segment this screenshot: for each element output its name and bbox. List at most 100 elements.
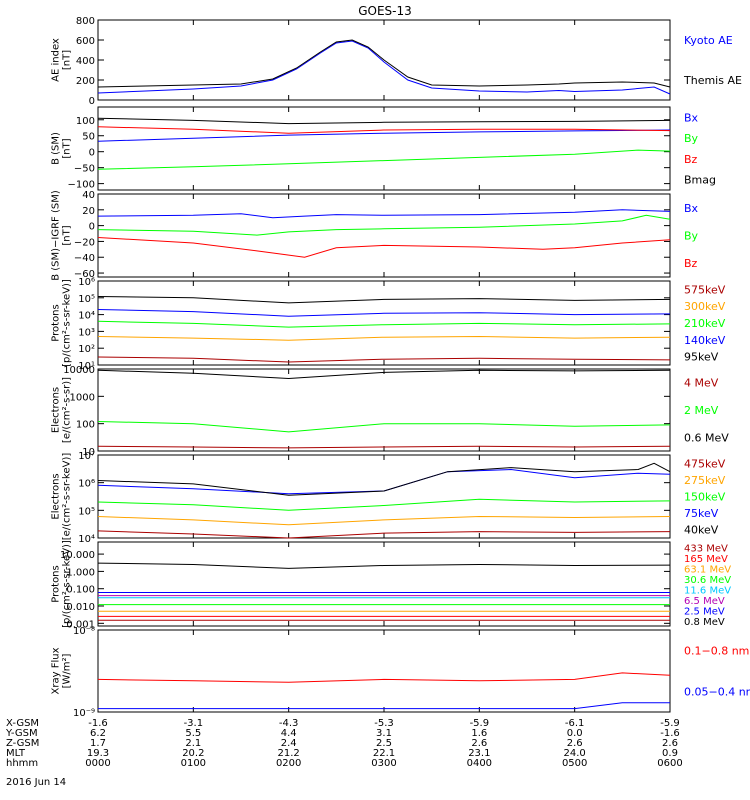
legend-label: 30.6 MeV: [684, 575, 731, 586]
x-axis-value: -5.9: [660, 718, 680, 729]
y-axis-label: Electrons [e/(cm²-s-sr)]: [51, 377, 73, 443]
x-axis-value: 0400: [467, 758, 492, 769]
legend-label: 210keV: [684, 317, 726, 330]
x-axis-value: 0100: [181, 758, 206, 769]
x-axis-row-name: MLT: [6, 748, 26, 759]
legend-label: 0.05−0.4 nm: [684, 686, 750, 699]
x-axis-value: 0200: [276, 758, 301, 769]
x-axis-value: -1.6: [88, 718, 108, 729]
series-line-0-8-MeV: [97, 562, 671, 569]
y-axis-label: Xray Flux [W/m²]: [51, 647, 73, 694]
y-tick-label: 50: [82, 132, 95, 143]
x-axis-value: 0500: [562, 758, 587, 769]
legend-label: 575keV: [684, 283, 726, 296]
y-axis-label: Electrons [e/(cm²-s-sr-keV)]: [51, 453, 73, 541]
series-line-475keV: [97, 530, 671, 539]
y-tick-label: −50: [74, 164, 95, 175]
x-axis-value: 2.6: [567, 738, 583, 749]
y-tick-label: 10²: [78, 344, 95, 355]
legend-label: 6.5 MeV: [684, 596, 725, 607]
series-line-2-MeV: [97, 421, 671, 433]
legend-label: 63.1 MeV: [684, 564, 731, 575]
y-tick-label: −40: [74, 253, 95, 264]
x-axis-value: 2.6: [471, 738, 487, 749]
y-tick-label: 1.000: [66, 567, 95, 578]
y-tick-label: 20: [82, 206, 95, 217]
y-axis-label-line: Protons: [51, 304, 62, 341]
legend-label: Kyoto AE: [684, 34, 733, 47]
x-axis-value: 0300: [371, 758, 396, 769]
y-axis-label-line: [nT]: [62, 50, 73, 70]
x-axis-value: 2.5: [376, 738, 392, 749]
y-axis-label-line: Electrons: [51, 387, 62, 433]
panel-4: 10¹ 10² 10³ 10⁴ 10⁵ 10⁶ Protons [p/(cm²-s-sr-ke…: [51, 277, 726, 372]
legend-label: 95keV: [684, 351, 719, 364]
panel-frame: [97, 541, 671, 627]
y-tick-label: 100: [76, 420, 95, 431]
y-axis-label: B (SM)−IGRF (SM) [nT]: [51, 190, 73, 281]
x-axis-value: 2.4: [281, 738, 297, 749]
y-tick-label: 10.000: [60, 550, 95, 561]
series-line-0-1-0-8-nm: [97, 672, 671, 683]
x-axis-value: 5.5: [185, 728, 201, 739]
series-line-95keV: [97, 296, 671, 304]
y-tick-label: 10⁵: [78, 294, 95, 305]
legend-label: 0.8 MeV: [684, 617, 725, 628]
legend-label: 275keV: [684, 474, 726, 487]
x-axis-row-name: Z-GSM: [6, 738, 39, 749]
y-tick-label: 100: [76, 116, 95, 127]
y-axis-label-line: [p/(cm²-s-sr-keV)]: [62, 279, 73, 367]
legend-label: 11.6 MeV: [684, 585, 731, 596]
y-tick-label: 0.010: [66, 602, 95, 613]
x-axis-value: 0.0: [567, 728, 583, 739]
y-axis-label: AE index [nT]: [51, 38, 73, 82]
series-line-0-6-MeV: [97, 369, 671, 380]
legend-label: 300keV: [684, 300, 726, 313]
y-axis-label-line: [nT]: [62, 225, 73, 245]
x-axis-value: 0000: [85, 758, 110, 769]
legend-label: 75keV: [684, 507, 719, 520]
legend-label: Bz: [684, 257, 698, 270]
legend-label: 40keV: [684, 524, 719, 537]
y-tick-label: 10⁵: [78, 506, 95, 517]
legend-label: Bx: [684, 202, 699, 215]
panel-frame: [97, 193, 671, 278]
series-line-By: [97, 214, 671, 236]
y-tick-label: 10⁻⁹: [73, 708, 95, 719]
y-tick-label: 10⁷: [78, 451, 95, 462]
y-tick-label: −100: [68, 180, 95, 191]
x-axis-value: 4.4: [281, 728, 297, 739]
y-tick-label: 10⁶: [78, 479, 95, 490]
x-axis-value: 24.0: [564, 748, 586, 759]
x-axis-row-name: X-GSM: [6, 718, 39, 729]
y-tick-label: 600: [76, 36, 95, 47]
x-axis-value: -3.1: [184, 718, 204, 729]
panel-frame: [97, 454, 671, 539]
y-axis-label-line: [W/m²]: [62, 653, 73, 688]
panel-frame: [97, 368, 671, 452]
x-axis-row-name: Y-GSM: [5, 728, 38, 739]
y-tick-label: 10: [82, 447, 95, 458]
legend-label: 4 MeV: [684, 377, 719, 390]
y-tick-label: 800: [76, 16, 95, 27]
y-tick-label: 400: [76, 56, 95, 67]
y-axis-label: Protons [p/(cm²-s-sr-keV)]: [51, 540, 73, 628]
y-axis-label-line: B (SM)−IGRF (SM): [51, 190, 62, 281]
x-axis-value: 2.6: [662, 738, 678, 749]
legend-label: 475keV: [684, 457, 726, 470]
y-tick-label: 0: [89, 96, 95, 107]
series-line-4-MeV: [97, 445, 671, 449]
legend-label: By: [684, 132, 699, 145]
legend-label: 150keV: [684, 491, 726, 504]
series-line-By: [97, 149, 671, 170]
y-axis-label-line: Electrons: [51, 473, 62, 519]
y-tick-label: 0: [89, 148, 95, 159]
x-axis-value: -5.3: [374, 718, 394, 729]
x-axis-value: 2.1: [185, 738, 201, 749]
panel-6: 10⁴ 10⁵ 10⁶ 10⁷ Electrons [e/(cm²-s-sr-keV)] 4…: [51, 451, 726, 545]
series-line-575keV: [97, 356, 671, 363]
x-axis-value: 19.3: [87, 748, 109, 759]
